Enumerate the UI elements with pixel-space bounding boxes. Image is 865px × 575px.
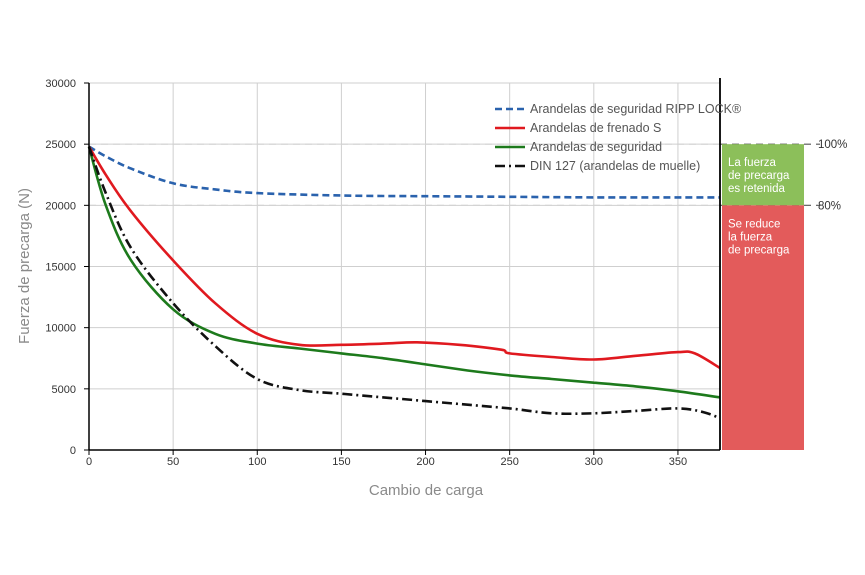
zone-band	[722, 144, 804, 206]
legend-entry: Arandelas de seguridad RIPP LOCK®	[530, 102, 742, 116]
zone-label: de precarga	[728, 244, 790, 256]
y-tick-label: 0	[70, 445, 76, 457]
y-tick-label: 30000	[45, 78, 76, 90]
series-line-3	[87, 146, 721, 399]
zone-label: La fuerza	[728, 157, 777, 169]
y-tick-label: 20000	[45, 200, 76, 212]
zone-label: es retenida	[728, 183, 786, 195]
series-line-1	[88, 145, 720, 199]
y-tick-label: 15000	[45, 262, 76, 274]
x-tick-label: 50	[167, 456, 179, 468]
series-line-4	[87, 146, 721, 420]
x-tick-label: 250	[500, 456, 518, 468]
zone-label: Se reduce	[728, 218, 780, 230]
x-tick-label: 100	[248, 456, 266, 468]
zone-band	[722, 205, 804, 450]
legend-entry: DIN 127 (arandelas de muelle)	[530, 159, 700, 173]
reference-label: 100%	[818, 139, 847, 151]
data-series	[87, 145, 721, 420]
grid-lines	[89, 82, 720, 450]
y-axis-title: Fuerza de precarga (N)	[16, 188, 33, 344]
axes	[84, 78, 721, 455]
x-tick-label: 300	[585, 456, 603, 468]
reference-label: 80%	[818, 200, 841, 212]
x-axis-title: Cambio de carga	[369, 482, 484, 499]
x-tick-label: 0	[86, 456, 92, 468]
x-tick-label: 200	[416, 456, 434, 468]
legend: Arandelas de seguridad RIPP LOCK® Arandel…	[495, 102, 742, 173]
y-tick-label: 5000	[52, 384, 76, 396]
y-tick-label: 10000	[45, 323, 76, 335]
series-line-2	[87, 145, 721, 370]
y-tick-label: 25000	[45, 139, 76, 151]
x-tick-label: 350	[669, 456, 687, 468]
legend-entry: Arandelas de frenado S	[530, 121, 661, 135]
zone-label: de precarga	[728, 170, 790, 182]
tick-labels: 0 50 100 150 200 250 300 350 0 5000 10000 15000 2000…	[45, 78, 687, 468]
legend-entry: Arandelas de seguridad	[530, 140, 662, 154]
zone-label: la fuerza	[728, 231, 773, 243]
x-tick-label: 150	[332, 456, 350, 468]
